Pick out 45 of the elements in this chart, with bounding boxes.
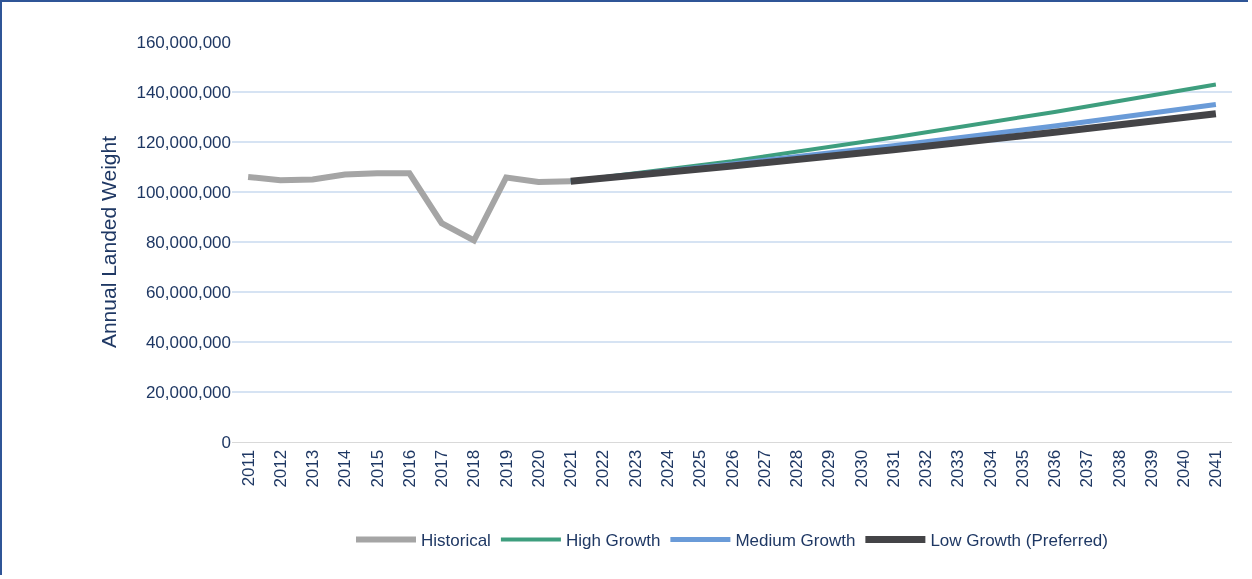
x-tick-label: 2024 — [658, 449, 678, 488]
x-tick-label: 2041 — [1206, 449, 1226, 488]
x-tick-label: 2015 — [367, 449, 387, 488]
legend-label: Medium Growth — [735, 531, 856, 551]
x-tick-label: 2020 — [528, 449, 548, 488]
x-tick-label: 2027 — [754, 449, 774, 488]
x-tick-label: 2014 — [335, 449, 355, 488]
x-tick-label: 2025 — [690, 449, 710, 488]
x-tick-label: 2023 — [625, 449, 645, 488]
x-tick-label: 2031 — [883, 449, 903, 488]
x-tick-label: 2011 — [238, 449, 258, 487]
x-tick-label: 2037 — [1077, 449, 1097, 488]
x-tick-label: 2017 — [432, 449, 452, 488]
x-tick-label: 2030 — [851, 449, 871, 488]
y-tick-label: 120,000,000 — [136, 132, 231, 152]
x-tick-label: 2016 — [399, 449, 419, 488]
x-tick-label: 2040 — [1174, 449, 1194, 488]
x-tick-label: 2026 — [722, 449, 742, 488]
x-tick-label: 2034 — [980, 449, 1000, 488]
legend-label: High Growth — [565, 531, 661, 551]
y-tick-label: 140,000,000 — [136, 82, 231, 102]
x-tick-label: 2021 — [561, 449, 581, 488]
y-axis-title: Annual Landed Weight — [96, 135, 120, 349]
x-tick-label: 2018 — [464, 449, 484, 488]
y-tick-label: 80,000,000 — [145, 232, 231, 252]
y-tick-label: 20,000,000 — [145, 382, 231, 402]
x-tick-label: 2039 — [1141, 449, 1161, 488]
y-tick-label: 0 — [221, 432, 231, 452]
x-tick-label: 2032 — [916, 449, 936, 488]
x-tick-label: 2019 — [496, 449, 516, 488]
x-tick-label: 2029 — [819, 449, 839, 488]
legend-label: Low Growth (Preferred) — [930, 531, 1108, 551]
x-tick-label: 2013 — [303, 449, 323, 488]
x-tick-label: 2033 — [948, 449, 968, 488]
legend-label: Historical — [421, 531, 491, 551]
y-tick-label: 100,000,000 — [136, 182, 231, 202]
x-tick-label: 2038 — [1109, 449, 1129, 488]
y-tick-label: 160,000,000 — [136, 32, 231, 52]
x-tick-label: 2028 — [787, 449, 807, 488]
x-tick-label: 2036 — [1045, 449, 1065, 488]
x-tick-label: 2012 — [270, 449, 290, 488]
x-tick-label: 2022 — [593, 449, 613, 488]
y-tick-label: 60,000,000 — [145, 282, 231, 302]
y-tick-label: 40,000,000 — [145, 332, 231, 352]
x-tick-label: 2035 — [1012, 449, 1032, 488]
